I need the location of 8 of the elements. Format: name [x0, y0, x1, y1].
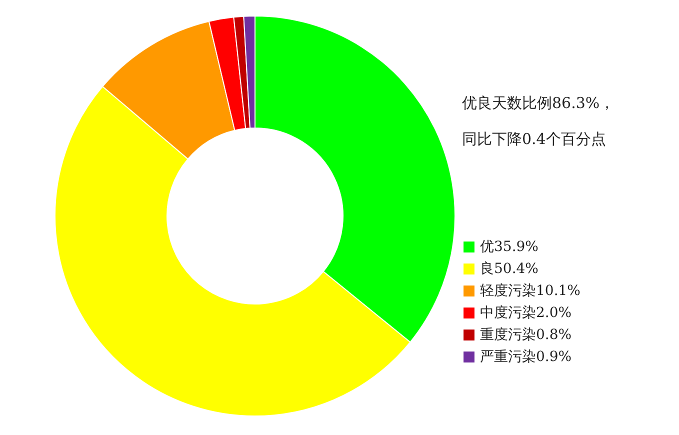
legend-label: 中度污染2.0%: [480, 305, 572, 321]
legend-label: 优35.9%: [480, 239, 538, 255]
text: 同比下降0.4个百分点: [462, 130, 606, 148]
legend-label: 良50.4%: [480, 261, 538, 277]
text: 优良天数比例86.3%，: [462, 94, 615, 112]
legend-label: 重度污染0.8%: [480, 327, 572, 343]
legend-label: 严重污染0.9%: [480, 349, 572, 365]
legend-label: 轻度污染10.1%: [480, 283, 580, 299]
